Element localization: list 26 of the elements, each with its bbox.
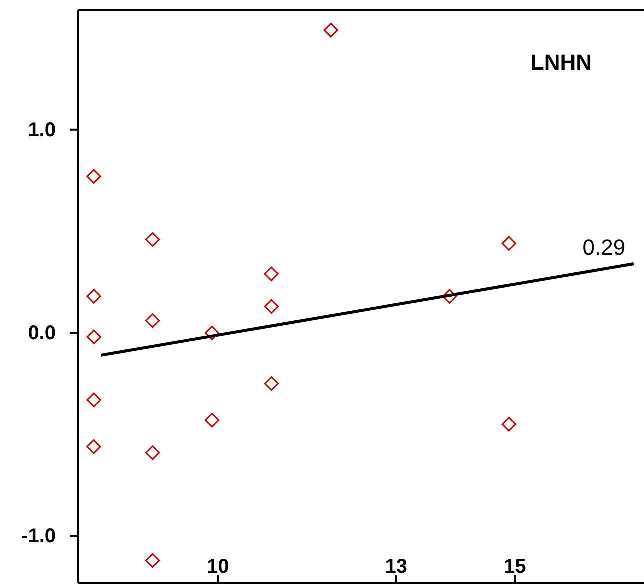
x-tick-label: 15 [504,556,526,578]
point [324,23,338,38]
x-tick-label: 10 [207,556,230,578]
point [146,553,160,568]
point [86,289,102,304]
text: LNHN [530,50,592,75]
point [502,417,516,432]
annotation: 0.29 [582,235,626,260]
y-tick-label: 0.0 [28,322,56,344]
point [86,169,102,184]
x-tick-label: 13 [385,556,408,578]
point [264,266,279,282]
point [204,413,220,428]
point [146,314,160,328]
point [264,299,279,314]
point [146,232,160,247]
point [204,326,220,340]
y-tick-label: -1.0 [22,526,56,548]
point [264,376,279,392]
y-tick-label: 1.0 [28,119,56,142]
point [86,392,102,408]
point [86,440,102,454]
point [86,330,102,344]
point [502,236,516,251]
point [442,289,458,304]
point [146,446,160,460]
